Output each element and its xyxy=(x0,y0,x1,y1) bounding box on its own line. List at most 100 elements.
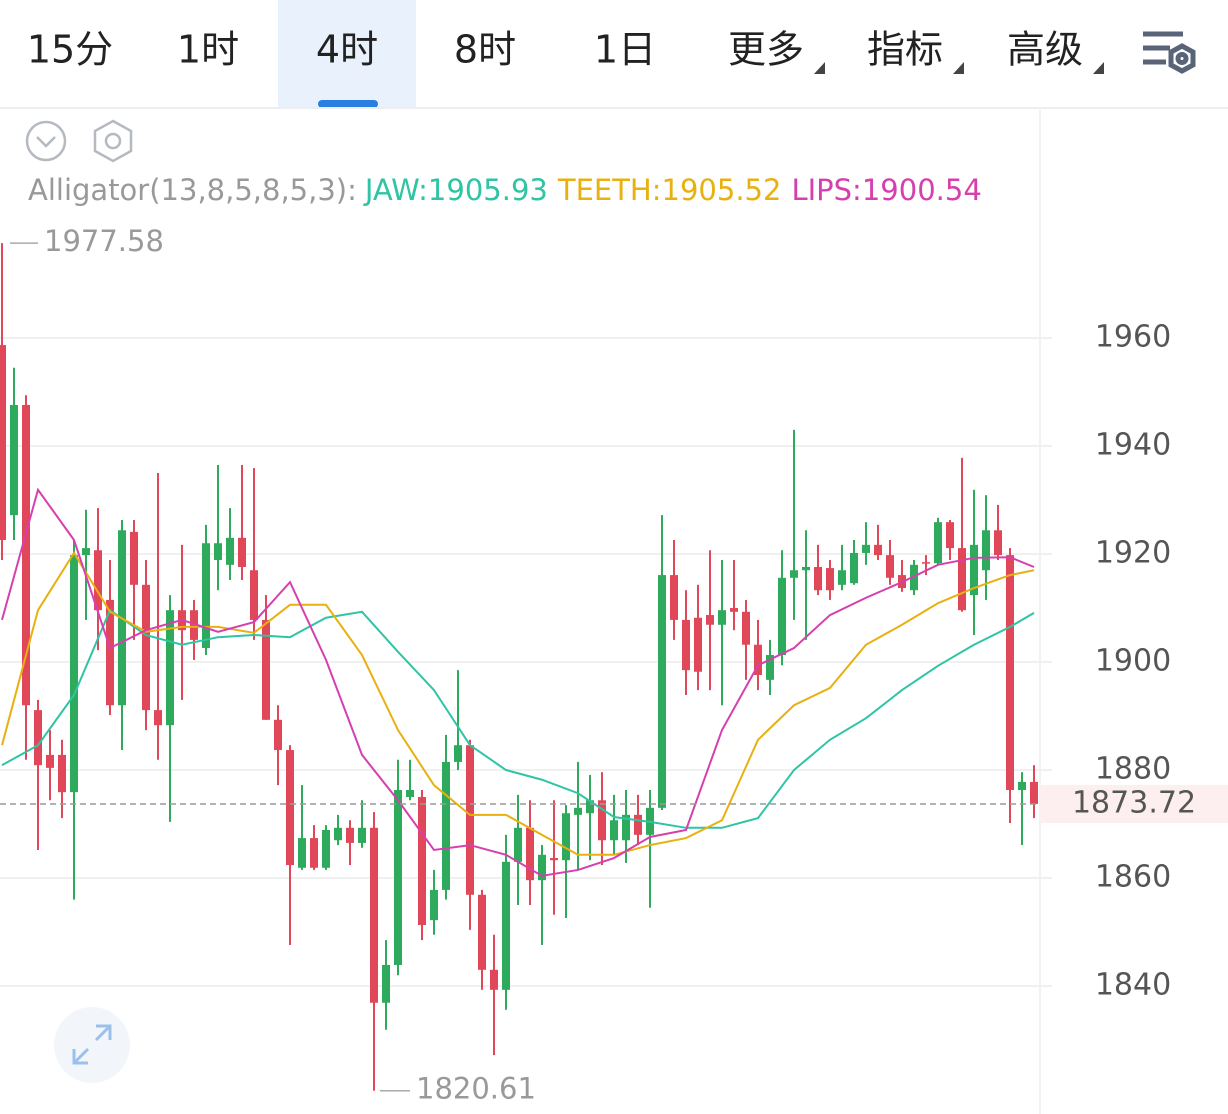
candle-body xyxy=(262,619,270,720)
candle-body xyxy=(730,608,738,612)
expand-button[interactable] xyxy=(54,1007,130,1083)
max-label: 1977.58 xyxy=(44,224,164,258)
tab[interactable]: 4时 xyxy=(316,28,378,72)
dropdown-arrow xyxy=(1093,62,1104,74)
candle-body xyxy=(238,537,246,567)
candle-body xyxy=(886,555,894,578)
candle-body xyxy=(166,610,174,726)
dropdown-arrow xyxy=(953,62,964,74)
dropdown[interactable]: 指标 xyxy=(867,28,943,72)
candle-body xyxy=(310,838,318,868)
overlay: 1873.72 1977.58 1820.61 xyxy=(0,224,1228,1106)
dropdown[interactable]: 更多 xyxy=(728,28,804,72)
candle-body xyxy=(694,617,702,672)
settings-icon[interactable] xyxy=(1143,31,1196,74)
candle-body xyxy=(250,570,258,620)
candle-body xyxy=(790,570,798,578)
candle-body xyxy=(334,827,342,841)
last-price-label: 1873.72 xyxy=(1072,785,1196,820)
candle-body xyxy=(202,543,210,648)
indicator-settings-button[interactable] xyxy=(93,119,133,163)
candle-body xyxy=(466,745,474,895)
candle-body xyxy=(562,813,570,861)
indicator-line xyxy=(1,487,1035,877)
candle-body xyxy=(610,820,618,841)
indicator-line-label: TEETH: xyxy=(557,173,662,207)
candle-body xyxy=(538,854,546,881)
tab[interactable]: 1时 xyxy=(177,28,239,72)
indicator-name: Alligator(13,8,5,8,5,3): xyxy=(28,173,357,207)
candle-body xyxy=(838,570,846,585)
candle-body xyxy=(586,800,594,814)
y-tick-label: 1840 xyxy=(1095,968,1171,1003)
tab[interactable]: 15分 xyxy=(27,28,113,72)
indicator-line-label: LIPS: xyxy=(791,173,861,207)
candle-body xyxy=(970,544,978,596)
grid: 1840 1860 1880 1900 1920 1940 1960 xyxy=(0,320,1171,1003)
candle-body xyxy=(850,552,858,584)
candle-body xyxy=(1018,781,1026,791)
candle-body xyxy=(34,710,42,766)
candle-body xyxy=(142,584,150,711)
indicator-line xyxy=(1,608,1035,829)
candle-body xyxy=(298,838,306,868)
plot-area xyxy=(0,243,1038,1091)
candle-body xyxy=(154,710,162,726)
candle-body xyxy=(634,814,642,835)
candle-body xyxy=(826,568,834,591)
indicator-line-label: JAW: xyxy=(363,173,428,207)
candle-body xyxy=(478,894,486,970)
y-tick-label: 1900 xyxy=(1095,644,1171,679)
candle-body xyxy=(1006,555,1014,791)
y-tick-label: 1860 xyxy=(1095,860,1171,895)
indicator-line-value: 1905.93 xyxy=(428,173,548,207)
tab-bar: 15分 1时 4时 8时 1日 更多 指标 高级 xyxy=(27,0,1104,108)
candle-body xyxy=(994,530,1002,556)
candle-body xyxy=(190,610,198,640)
last-price-bg xyxy=(1040,784,1228,823)
candle-body xyxy=(394,790,402,965)
tab[interactable]: 1日 xyxy=(594,28,656,72)
candle-body xyxy=(682,619,690,671)
candle-body xyxy=(778,577,786,656)
candle-body xyxy=(766,655,774,680)
dropdown[interactable]: 高级 xyxy=(1007,28,1083,72)
collapse-button[interactable] xyxy=(25,120,67,162)
candle-body xyxy=(454,745,462,762)
candle-body xyxy=(106,599,114,706)
candle-body xyxy=(550,858,558,861)
indicator-line xyxy=(1,551,1035,856)
candle-body xyxy=(1030,781,1038,804)
candle-body xyxy=(874,544,882,556)
min-label: 1820.61 xyxy=(416,1072,536,1106)
y-tick-label: 1920 xyxy=(1095,536,1171,571)
candle-body xyxy=(490,969,498,990)
candle-body xyxy=(442,761,450,890)
candle-body xyxy=(406,790,414,798)
candle-body xyxy=(0,345,6,540)
candle-body xyxy=(862,544,870,553)
candle-body xyxy=(718,610,726,625)
y-tick-label: 1880 xyxy=(1095,752,1171,787)
candle-body xyxy=(982,530,990,571)
candle-body xyxy=(10,404,18,516)
candle-body xyxy=(706,615,714,625)
indicator-line-value: 1900.54 xyxy=(862,173,982,207)
candle-body xyxy=(22,404,30,706)
candle-body xyxy=(958,548,966,611)
candle-body xyxy=(58,754,66,793)
candle-body xyxy=(946,522,954,549)
candle-body xyxy=(214,543,222,560)
candle-body xyxy=(46,754,54,768)
candle-body xyxy=(598,800,606,841)
dropdown-arrow xyxy=(814,62,825,74)
candle-body xyxy=(430,889,438,921)
tab[interactable]: 8时 xyxy=(454,28,516,72)
candle-body xyxy=(622,814,630,841)
candle-body xyxy=(502,861,510,990)
candle-body xyxy=(382,964,390,1003)
candle-body xyxy=(910,564,918,591)
candle-body xyxy=(922,562,930,564)
candle-body xyxy=(754,644,762,675)
